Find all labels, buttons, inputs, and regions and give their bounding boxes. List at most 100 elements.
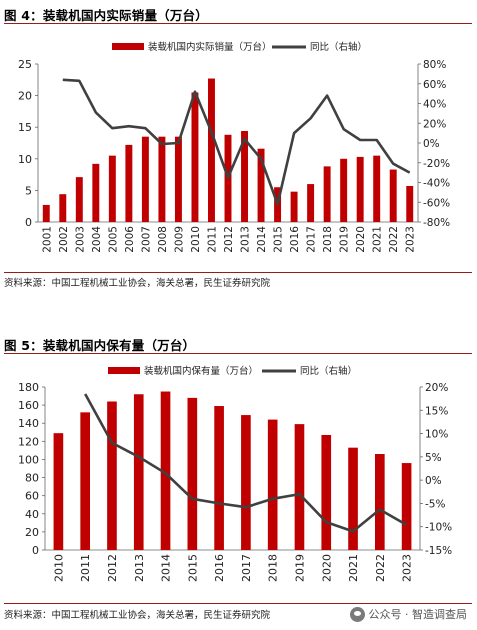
x-tick-label: 2020 bbox=[320, 554, 333, 582]
x-tick-label: 2018 bbox=[267, 554, 280, 582]
bar-2016 bbox=[290, 191, 298, 222]
bar-2023 bbox=[401, 463, 412, 550]
left-tick-label: 25 bbox=[18, 58, 32, 71]
bar-2019 bbox=[340, 158, 348, 222]
bar-2011 bbox=[80, 412, 90, 550]
x-tick-label: 2021 bbox=[347, 554, 360, 582]
left-tick-label: 10 bbox=[18, 153, 32, 166]
x-tick-label: 2023 bbox=[405, 226, 417, 253]
right-tick-label: -60% bbox=[423, 197, 450, 209]
bar-2014 bbox=[160, 391, 171, 550]
legend-line-label: 同比（右轴） bbox=[300, 365, 357, 377]
x-tick-label: 2013 bbox=[240, 226, 252, 253]
bar-2013 bbox=[241, 130, 248, 222]
x-tick-label: 2015 bbox=[186, 554, 199, 582]
bar-2015 bbox=[187, 397, 198, 550]
bar-2023 bbox=[406, 185, 414, 222]
right-tick-label: 20% bbox=[425, 382, 448, 394]
watermark-text: 公众号 · 智造调查局 bbox=[368, 608, 468, 621]
right-tick-label: -10% bbox=[425, 522, 452, 534]
figure4-title: 图 4：装载机国内实际销量（万台） bbox=[4, 8, 208, 23]
bar-2020 bbox=[321, 434, 332, 550]
figure5-source: 资料来源：中国工程机械工业协会，海关总署，民生证券研究院 bbox=[4, 610, 271, 621]
x-tick-label: 2008 bbox=[157, 226, 169, 253]
bar-2022 bbox=[375, 454, 385, 550]
left-tick-label: 120 bbox=[18, 435, 39, 448]
x-tick-label: 2019 bbox=[339, 226, 351, 253]
bar-2004 bbox=[92, 163, 100, 222]
x-tick-label: 2023 bbox=[401, 554, 414, 582]
right-tick-label: 5% bbox=[425, 452, 442, 464]
left-tick-label: 180 bbox=[18, 381, 39, 394]
bar-2020 bbox=[356, 156, 364, 222]
right-tick-label: 80% bbox=[423, 59, 446, 71]
x-tick-label: 2011 bbox=[79, 554, 92, 582]
x-tick-label: 2020 bbox=[355, 226, 367, 253]
x-tick-label: 2013 bbox=[133, 554, 146, 582]
bar-2016 bbox=[214, 406, 224, 550]
x-tick-label: 2006 bbox=[124, 226, 136, 253]
x-tick-label: 2016 bbox=[213, 554, 226, 582]
bar-2011 bbox=[208, 78, 215, 222]
right-tick-label: 60% bbox=[423, 79, 446, 91]
bar-2003 bbox=[75, 177, 83, 222]
right-tick-label: 40% bbox=[423, 99, 446, 111]
legend-bar-swatch bbox=[112, 43, 144, 50]
x-tick-label: 2017 bbox=[240, 554, 253, 582]
x-tick-label: 2009 bbox=[173, 226, 185, 253]
x-tick-label: 2017 bbox=[306, 226, 318, 253]
x-tick-label: 2011 bbox=[206, 226, 218, 253]
x-tick-label: 2012 bbox=[106, 554, 119, 582]
x-tick-label: 2018 bbox=[322, 226, 334, 253]
bar-2009 bbox=[174, 136, 182, 222]
bar-2021 bbox=[348, 447, 358, 550]
wechat-icon bbox=[349, 606, 365, 622]
left-tick-label: 5 bbox=[25, 184, 32, 197]
bar-2001 bbox=[42, 204, 50, 222]
left-tick-label: 20 bbox=[25, 526, 39, 539]
figure5-source-rule bbox=[4, 603, 472, 604]
x-tick-label: 2012 bbox=[223, 226, 235, 253]
right-tick-label: 0% bbox=[425, 475, 442, 487]
right-tick-label: 20% bbox=[423, 118, 446, 130]
bar-2018 bbox=[323, 166, 331, 222]
bar-2002 bbox=[59, 194, 67, 222]
bar-2017 bbox=[307, 184, 315, 222]
bar-2008 bbox=[158, 136, 166, 222]
legend-bar-label: 装载机国内实际销量（万台） bbox=[148, 41, 272, 53]
x-tick-label: 2022 bbox=[388, 226, 400, 253]
figure4-source: 资料来源：中国工程机械工业协会，海关总署，民生证券研究院 bbox=[4, 278, 271, 289]
left-tick-label: 20 bbox=[18, 90, 32, 103]
figure5-title-rule bbox=[4, 353, 472, 354]
left-tick-label: 140 bbox=[18, 417, 39, 430]
x-tick-label: 2010 bbox=[190, 226, 202, 253]
bar-2014 bbox=[257, 148, 265, 222]
figure5-title: 图 5：装载机国内保有量（万台） bbox=[4, 338, 196, 353]
yoy-line bbox=[84, 393, 408, 533]
x-tick-label: 2015 bbox=[273, 226, 285, 253]
figure5-chart: 装载机国内保有量（万台） 同比（右轴） 0 20 40 60 80 100 120 140 160 1… bbox=[18, 365, 452, 582]
right-tick-label: -5% bbox=[425, 498, 445, 510]
figure4-source-rule bbox=[4, 272, 472, 273]
x-tick-label: 2001 bbox=[41, 226, 53, 253]
bar-2019 bbox=[294, 424, 305, 550]
right-tick-label: -40% bbox=[423, 178, 450, 190]
left-tick-label: 160 bbox=[18, 399, 39, 412]
figure4-chart: 装载机国内实际销量（万台） 同比（右轴） 0 5 10 15 20 25 80% 60% 40% 20… bbox=[18, 41, 450, 253]
x-tick-label: 2014 bbox=[256, 226, 268, 253]
bar-2021 bbox=[373, 155, 381, 222]
x-tick-label: 2021 bbox=[372, 226, 384, 253]
left-tick-label: 80 bbox=[25, 472, 39, 485]
bar-2012 bbox=[107, 401, 117, 550]
left-tick-label: 100 bbox=[18, 453, 39, 466]
x-tick-label: 2019 bbox=[293, 554, 306, 582]
left-tick-label: 60 bbox=[25, 490, 39, 503]
x-tick-label: 2010 bbox=[52, 554, 65, 582]
watermark: 公众号 · 智造调查局 bbox=[349, 606, 468, 622]
bar-2010 bbox=[191, 92, 199, 222]
x-tick-label: 2016 bbox=[289, 226, 301, 253]
right-tick-label: -80% bbox=[423, 217, 450, 229]
x-tick-label: 2014 bbox=[160, 554, 173, 582]
left-tick-label: 15 bbox=[18, 121, 32, 134]
yoy-line bbox=[62, 78, 411, 206]
